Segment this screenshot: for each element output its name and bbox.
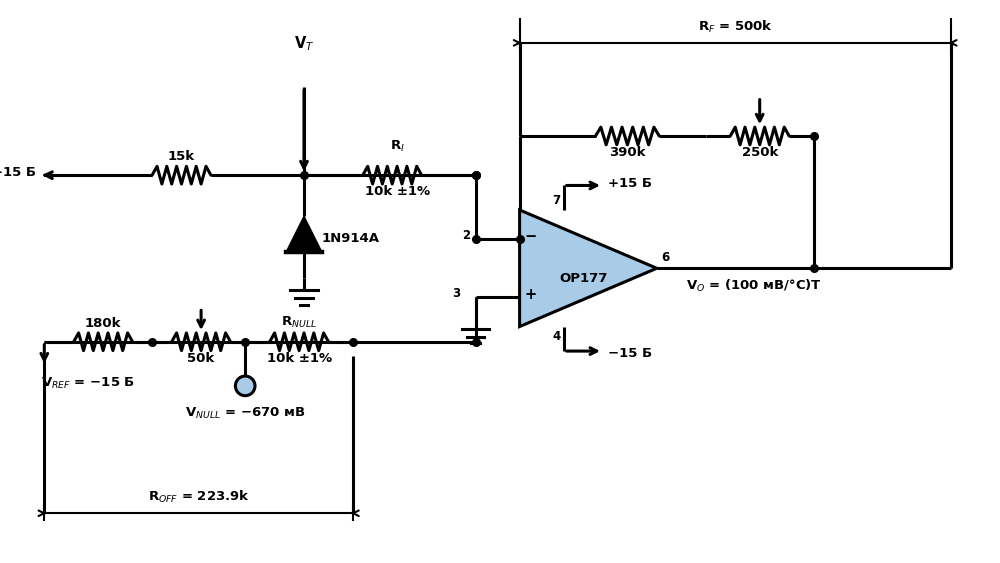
Text: V$_T$: V$_T$ (294, 34, 314, 53)
Text: −: − (524, 229, 537, 244)
Text: −15 Б: −15 Б (608, 347, 652, 360)
Text: R$_{OFF}$ = 223.9k: R$_{OFF}$ = 223.9k (148, 489, 250, 506)
Text: 4: 4 (553, 329, 561, 342)
Text: OP177: OP177 (559, 271, 607, 284)
Text: R$_F$ = 500k: R$_F$ = 500k (698, 19, 773, 35)
Text: 3: 3 (453, 287, 461, 300)
Circle shape (235, 376, 255, 396)
Text: 180k: 180k (85, 317, 121, 330)
Text: 1N914A: 1N914A (322, 233, 380, 245)
Text: V$_O$ = (100 мВ/°C)T: V$_O$ = (100 мВ/°C)T (686, 278, 822, 294)
Text: 390k: 390k (609, 146, 646, 159)
Text: +15 Б: +15 Б (0, 166, 36, 178)
Text: 6: 6 (662, 251, 670, 265)
Text: R$_I$: R$_I$ (390, 138, 405, 154)
Text: +15 Б: +15 Б (608, 177, 652, 190)
Text: 10k ±1%: 10k ±1% (267, 351, 332, 365)
Text: V$_{REF}$ = −15 Б: V$_{REF}$ = −15 Б (41, 376, 135, 391)
Text: V$_{NULL}$ = −670 мВ: V$_{NULL}$ = −670 мВ (185, 405, 305, 421)
Text: 15k: 15k (168, 150, 195, 163)
Text: 250k: 250k (742, 146, 778, 159)
Text: R$_{NULL}$: R$_{NULL}$ (281, 315, 317, 330)
Text: 2: 2 (462, 229, 471, 242)
Text: 7: 7 (553, 194, 561, 207)
Text: 10k ±1%: 10k ±1% (365, 185, 430, 198)
Text: 50k: 50k (187, 351, 215, 365)
Polygon shape (286, 216, 322, 252)
Polygon shape (520, 210, 657, 327)
Text: +: + (524, 287, 537, 302)
